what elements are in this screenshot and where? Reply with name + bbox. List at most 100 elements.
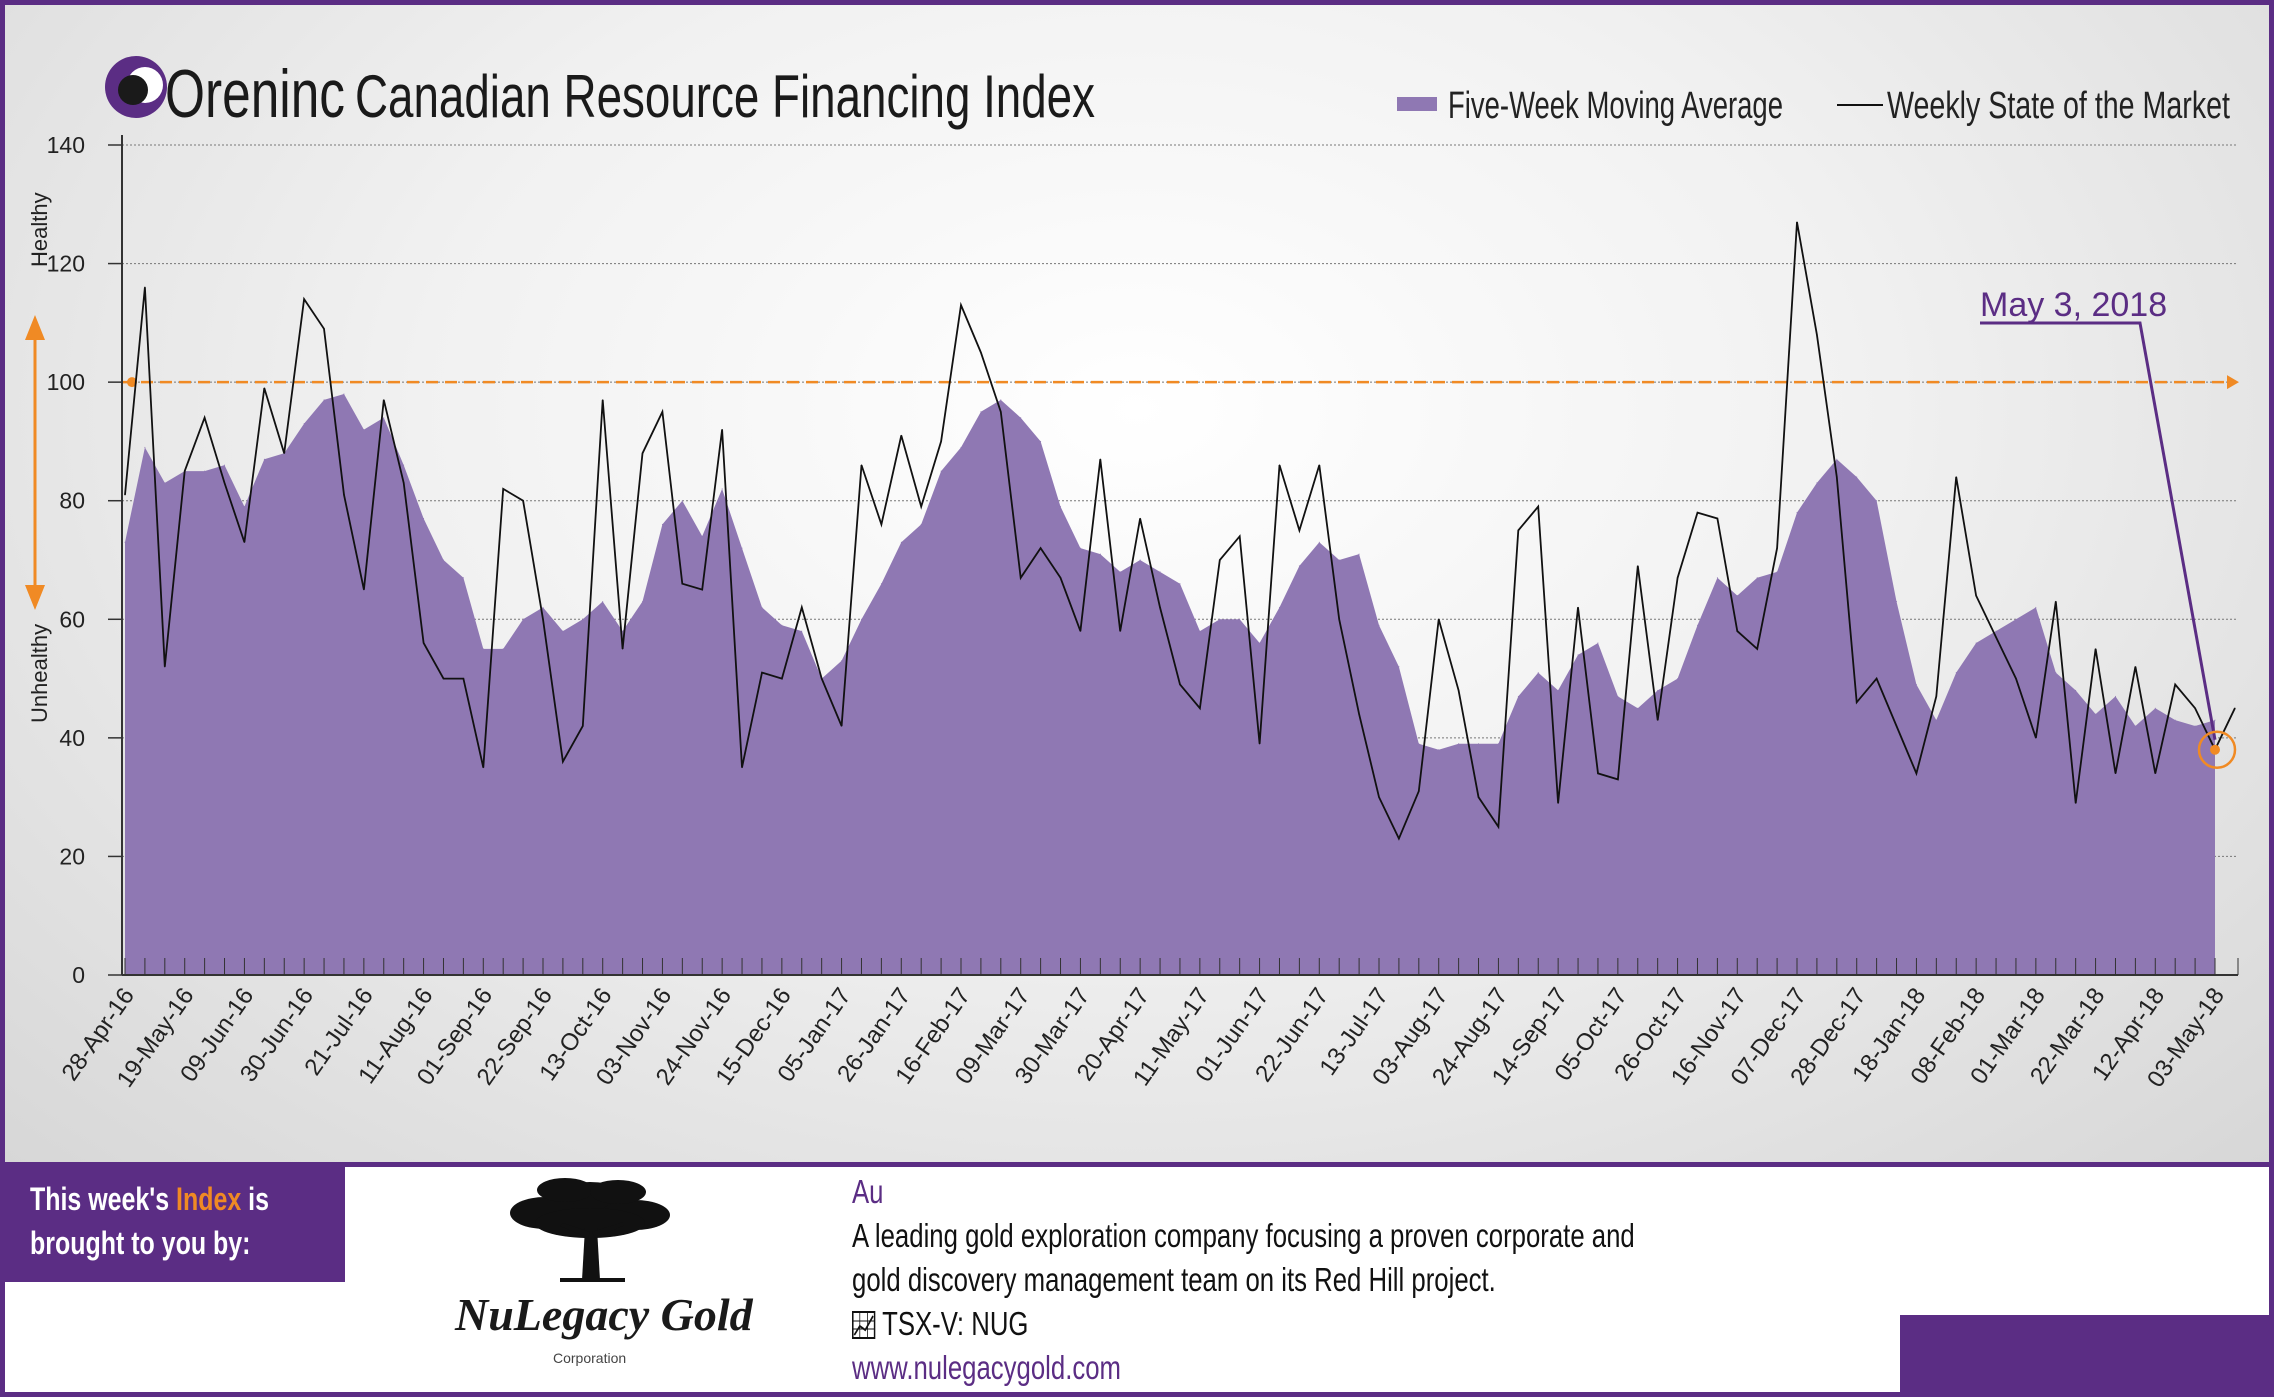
- weekly-market-point: [1119, 630, 1121, 632]
- ylabel-unhealthy: Unhealthy: [27, 624, 52, 723]
- moving-average-point: [1657, 689, 1659, 691]
- weekly-market-point: [502, 488, 504, 490]
- weekly-market-point: [1935, 695, 1937, 697]
- weekly-market-point: [223, 482, 226, 484]
- weekly-market-point: [1955, 476, 1957, 478]
- weekly-market-point: [2075, 802, 2077, 804]
- weekly-market-point: [542, 618, 544, 620]
- moving-average-point: [940, 470, 942, 472]
- sponsor-heading-suffix: is: [241, 1181, 269, 1217]
- moving-average-point: [1537, 672, 1539, 674]
- brand-name: Oreninc: [165, 56, 345, 132]
- weekly-market-point: [860, 464, 863, 466]
- weekly-market-point: [1358, 713, 1360, 715]
- weekly-market-point: [144, 286, 146, 288]
- moving-average-point: [681, 500, 683, 502]
- moving-average-point: [1876, 500, 1878, 502]
- weekly-market-point: [1318, 464, 1320, 466]
- moving-average-point: [1597, 642, 1599, 644]
- moving-average-point: [2154, 707, 2156, 709]
- weekly-market-point: [1876, 677, 1878, 680]
- moving-average-point: [1318, 541, 1320, 543]
- moving-average-point: [2035, 606, 2037, 608]
- moving-average-point: [383, 417, 385, 419]
- moving-average-point: [980, 411, 982, 413]
- weekly-market-point: [681, 583, 683, 585]
- ytick-label: 100: [47, 369, 85, 395]
- moving-average-point: [2194, 725, 2196, 727]
- weekly-market-point: [880, 523, 882, 526]
- weekly-market-point: [422, 642, 425, 644]
- weekly-market-point: [482, 766, 484, 769]
- moving-average-point: [2134, 725, 2136, 727]
- weekly-market-point: [602, 399, 604, 401]
- threshold-start-marker: [127, 377, 137, 388]
- weekly-market-point: [1338, 618, 1340, 620]
- weekly-market-point: [920, 506, 922, 508]
- moving-average-point: [1298, 565, 1300, 567]
- weekly-market-point: [1199, 707, 1201, 709]
- weekly-market-point: [1816, 334, 1818, 336]
- moving-average-point: [841, 660, 843, 662]
- moving-average-point: [1577, 654, 1579, 656]
- weekly-market-point: [462, 677, 464, 680]
- company-ticker: TSX-V: NUG: [882, 1305, 1029, 1342]
- legend-label-area: Five-Week Moving Average: [1448, 85, 1783, 127]
- weekly-market-point: [980, 351, 982, 354]
- ytick-label: 40: [59, 725, 85, 751]
- weekly-market-point: [1179, 683, 1181, 686]
- tree-logo-icon: [440, 1168, 820, 1368]
- weekly-market-point: [622, 648, 624, 650]
- moving-average-point: [741, 547, 743, 549]
- weekly-market-point: [1139, 517, 1141, 520]
- moving-average-point: [1219, 618, 1221, 620]
- ylabel-healthy: Healthy: [27, 192, 52, 267]
- weekly-market-point: [1378, 796, 1380, 798]
- moving-average-point: [1159, 571, 1161, 573]
- moving-average-point: [1935, 719, 1937, 721]
- weekly-market-point: [1856, 701, 1858, 703]
- weekly-market-point: [184, 470, 186, 472]
- moving-average-point: [781, 624, 783, 626]
- company-desc-line1: A leading gold exploration company focus…: [852, 1217, 1635, 1254]
- weekly-market-point: [781, 677, 783, 680]
- company-website-link[interactable]: www.nulegacygold.com: [852, 1349, 1121, 1386]
- weekly-market-point: [2055, 600, 2057, 603]
- weekly-market-point: [303, 298, 305, 300]
- weekly-market-point: [1239, 535, 1241, 537]
- weekly-market-point: [1458, 689, 1460, 692]
- chart-title: Canadian Resource Financing Index: [355, 63, 1095, 130]
- moving-average-point: [1716, 577, 1718, 579]
- sponsor-box: This week's Index is brought to you by:: [5, 1167, 345, 1282]
- legend-label-line: Weekly State of the Market: [1887, 85, 2230, 127]
- moving-average-point: [960, 446, 962, 448]
- moving-average-point: [164, 482, 166, 484]
- annotation-label: May 3, 2018: [1980, 286, 2167, 324]
- weekly-market-point: [1398, 838, 1400, 840]
- moving-average-point: [1975, 642, 1977, 644]
- legend-swatch-area: [1397, 97, 1437, 111]
- weekly-market-point: [1597, 772, 1599, 775]
- weekly-market-point: [1915, 772, 1918, 775]
- chart-panel: Oreninc Canadian Resource Financing Inde…: [5, 5, 2269, 1162]
- ytick-label: 80: [59, 488, 85, 514]
- weekly-market-point: [801, 606, 803, 609]
- weekly-market-point: [900, 434, 902, 437]
- weekly-market-point: [741, 766, 743, 769]
- sponsor-logo-name: NuLegacy Gold: [455, 1289, 753, 1340]
- weekly-market-point: [1716, 517, 1718, 520]
- weekly-market-point: [1258, 743, 1261, 745]
- moving-average-point: [1497, 743, 1499, 745]
- bottom-accent-bar: [1900, 1315, 2269, 1392]
- moving-average-point: [880, 583, 882, 585]
- moving-average-point: [343, 393, 345, 395]
- moving-average-point: [1796, 512, 1798, 514]
- weekly-market-point: [1059, 577, 1062, 579]
- moving-average-point: [1478, 743, 1480, 745]
- moving-average-point: [2214, 719, 2216, 721]
- moving-average-point: [522, 618, 524, 620]
- moving-average-point: [1079, 547, 1081, 549]
- weekly-market-point: [1756, 648, 1758, 650]
- moving-average-point: [622, 630, 624, 632]
- weekly-market-point: [562, 760, 564, 763]
